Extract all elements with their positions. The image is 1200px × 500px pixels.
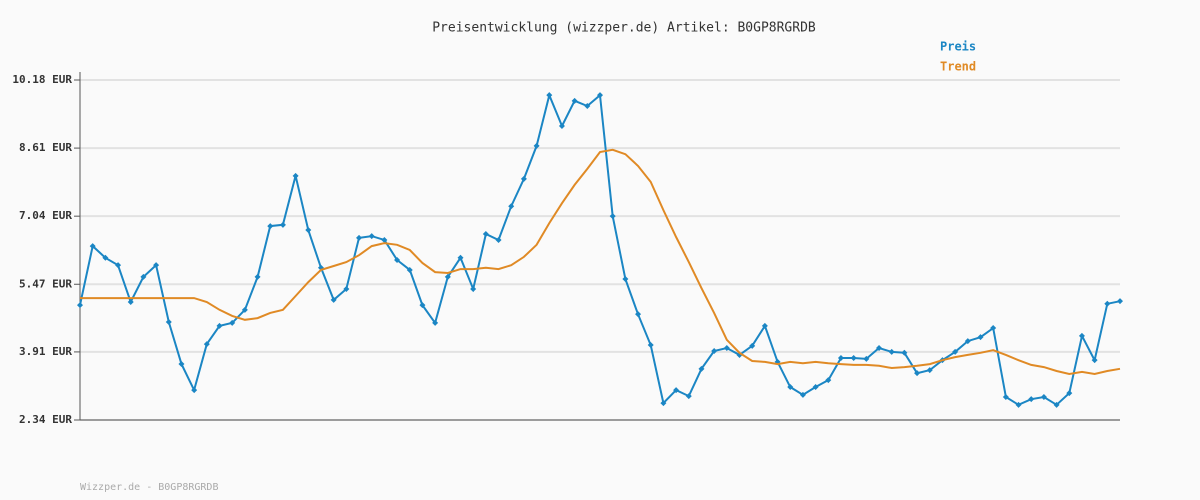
- point-marker: [165, 318, 172, 325]
- point-marker: [368, 233, 375, 240]
- point-marker: [685, 393, 692, 400]
- point-marker: [191, 387, 198, 394]
- point-marker: [546, 92, 553, 99]
- point-marker: [584, 103, 591, 110]
- point-marker: [914, 370, 921, 377]
- point-marker: [1091, 357, 1098, 364]
- y-tick-label: 8.61 EUR: [19, 141, 72, 154]
- point-marker: [1117, 298, 1123, 305]
- legend-label: Trend: [940, 60, 976, 74]
- point-marker: [153, 262, 160, 269]
- y-tick-label: 3.91 EUR: [19, 345, 72, 358]
- point-marker: [115, 262, 122, 269]
- point-marker: [520, 175, 527, 182]
- point-marker: [799, 391, 806, 398]
- point-marker: [1015, 401, 1022, 408]
- point-marker: [571, 97, 578, 104]
- point-marker: [876, 345, 883, 352]
- point-marker: [850, 354, 857, 361]
- point-marker: [178, 361, 185, 368]
- series-line: [80, 148, 1121, 376]
- point-marker: [508, 203, 515, 210]
- point-marker: [825, 377, 832, 384]
- point-marker: [1104, 300, 1111, 307]
- point-marker: [533, 142, 540, 149]
- y-tick-label: 7.04 EUR: [19, 209, 72, 222]
- point-marker: [622, 276, 629, 283]
- point-marker: [330, 296, 337, 303]
- point-marker: [609, 213, 616, 220]
- footer: Wizzper.de - B0GP8RGRDB: [80, 482, 218, 493]
- point-marker: [888, 348, 895, 355]
- point-marker: [1078, 332, 1085, 339]
- point-marker: [470, 286, 477, 293]
- point-marker: [711, 348, 718, 355]
- point-marker: [89, 243, 96, 250]
- point-marker: [558, 122, 565, 129]
- point-marker: [1028, 396, 1035, 403]
- point-marker: [597, 92, 603, 99]
- point-marker: [102, 254, 109, 261]
- point-marker: [787, 384, 794, 391]
- point-marker: [977, 334, 984, 341]
- point-marker: [926, 367, 933, 374]
- y-tick-label: 2.34 EUR: [19, 413, 72, 426]
- point-marker: [140, 273, 147, 280]
- point-marker: [406, 266, 413, 273]
- point-marker: [673, 387, 680, 394]
- point-marker: [1040, 394, 1047, 401]
- point-marker: [837, 354, 844, 361]
- point-marker: [432, 319, 439, 326]
- point-marker: [723, 345, 730, 352]
- point-marker: [952, 348, 959, 355]
- point-marker: [990, 325, 997, 332]
- point-marker: [495, 237, 502, 244]
- point-marker: [761, 322, 768, 329]
- point-marker: [241, 306, 248, 313]
- point-marker: [457, 254, 464, 261]
- point-marker: [1053, 401, 1060, 408]
- point-marker: [267, 223, 274, 230]
- point-marker: [964, 338, 971, 345]
- point-marker: [647, 341, 654, 348]
- point-marker: [394, 256, 401, 263]
- point-marker: [698, 365, 705, 372]
- y-tick-label: 5.47 EUR: [19, 277, 72, 290]
- point-marker: [863, 355, 870, 362]
- chart-title: Preisentwicklung (wizzper.de) Artikel: B…: [432, 21, 816, 36]
- point-marker: [901, 349, 908, 356]
- point-marker: [216, 322, 223, 329]
- point-marker: [254, 273, 261, 280]
- point-marker: [444, 273, 451, 280]
- point-marker: [343, 286, 350, 293]
- point-marker: [292, 172, 299, 179]
- point-marker: [749, 342, 756, 349]
- y-tick-label: 10.18 EUR: [12, 73, 72, 86]
- point-marker: [127, 299, 134, 306]
- point-marker: [229, 319, 236, 326]
- legend-label: Preis: [940, 40, 976, 54]
- point-marker: [279, 221, 286, 228]
- point-marker: [1066, 390, 1073, 397]
- point-marker: [660, 400, 667, 407]
- point-marker: [482, 230, 489, 237]
- point-marker: [305, 227, 312, 234]
- point-marker: [1002, 394, 1009, 401]
- point-marker: [77, 302, 83, 309]
- point-marker: [635, 311, 642, 318]
- point-marker: [381, 237, 388, 244]
- point-marker: [356, 234, 363, 241]
- point-marker: [203, 341, 210, 348]
- point-marker: [419, 302, 426, 309]
- point-marker: [812, 384, 819, 391]
